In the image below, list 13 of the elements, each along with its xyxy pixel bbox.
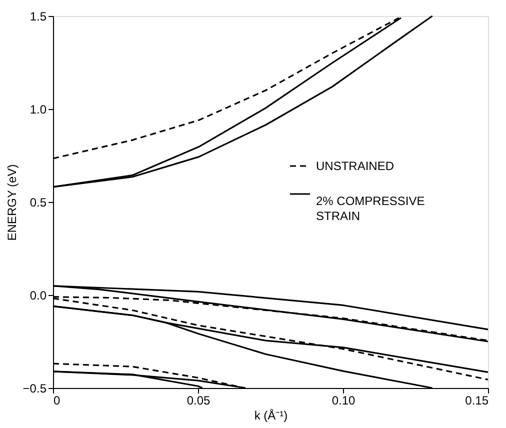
x-tick-label: 0	[54, 394, 60, 408]
y-tick-label: −0.5	[22, 382, 47, 396]
x-axis-title: k (Å⁻¹)	[254, 408, 288, 422]
y-tick-label: 1.5	[30, 10, 47, 24]
y-axis-title: ENERGY (eV)	[4, 164, 19, 241]
y-tick-label: 1.0	[30, 102, 47, 116]
x-tick-label: 0.15	[465, 394, 489, 408]
x-tick-label: 0.05	[186, 394, 210, 408]
y-tick-label: 0.5	[30, 196, 47, 210]
legend-label: 2% COMPRESSIVE STRAIN	[316, 194, 425, 223]
x-tick-label: 0.10	[332, 394, 356, 408]
legend-label: UNSTRAINED	[316, 159, 394, 173]
y-tick-label: 0.0	[30, 288, 47, 302]
